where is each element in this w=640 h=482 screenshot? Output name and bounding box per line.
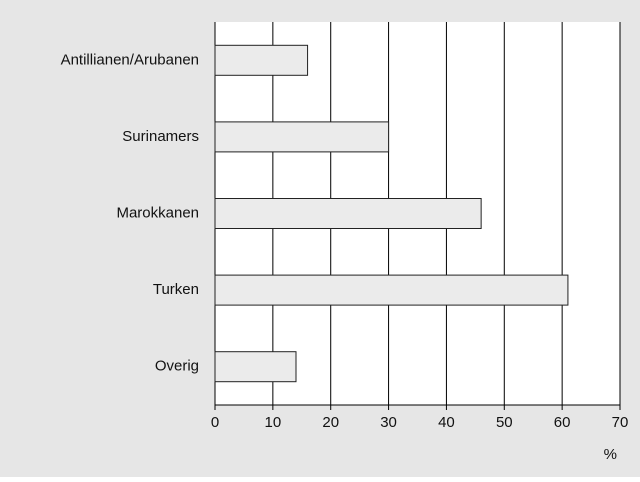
x-tick-label: 50 [496, 414, 513, 431]
y-tick-label: Marokkanen [116, 204, 199, 221]
y-tick-label: Antillianen/Arubanen [61, 51, 199, 68]
x-tick-label: 70 [612, 414, 629, 431]
y-tick-label: Turken [153, 281, 199, 298]
bar [214, 44, 309, 76]
x-axis-label: % [604, 446, 617, 463]
x-tick-label: 10 [265, 414, 282, 431]
bar [214, 121, 390, 153]
x-tick-label: 40 [438, 414, 455, 431]
bar [214, 274, 569, 306]
y-tick-label: Overig [155, 358, 199, 375]
bar [214, 198, 482, 229]
x-tick-label: 30 [380, 414, 397, 431]
x-tick-label: 60 [554, 414, 571, 431]
x-tick-label: 20 [322, 414, 339, 431]
bar [214, 351, 297, 383]
x-tick-label: 0 [211, 414, 219, 431]
y-tick-label: Surinamers [122, 128, 199, 145]
